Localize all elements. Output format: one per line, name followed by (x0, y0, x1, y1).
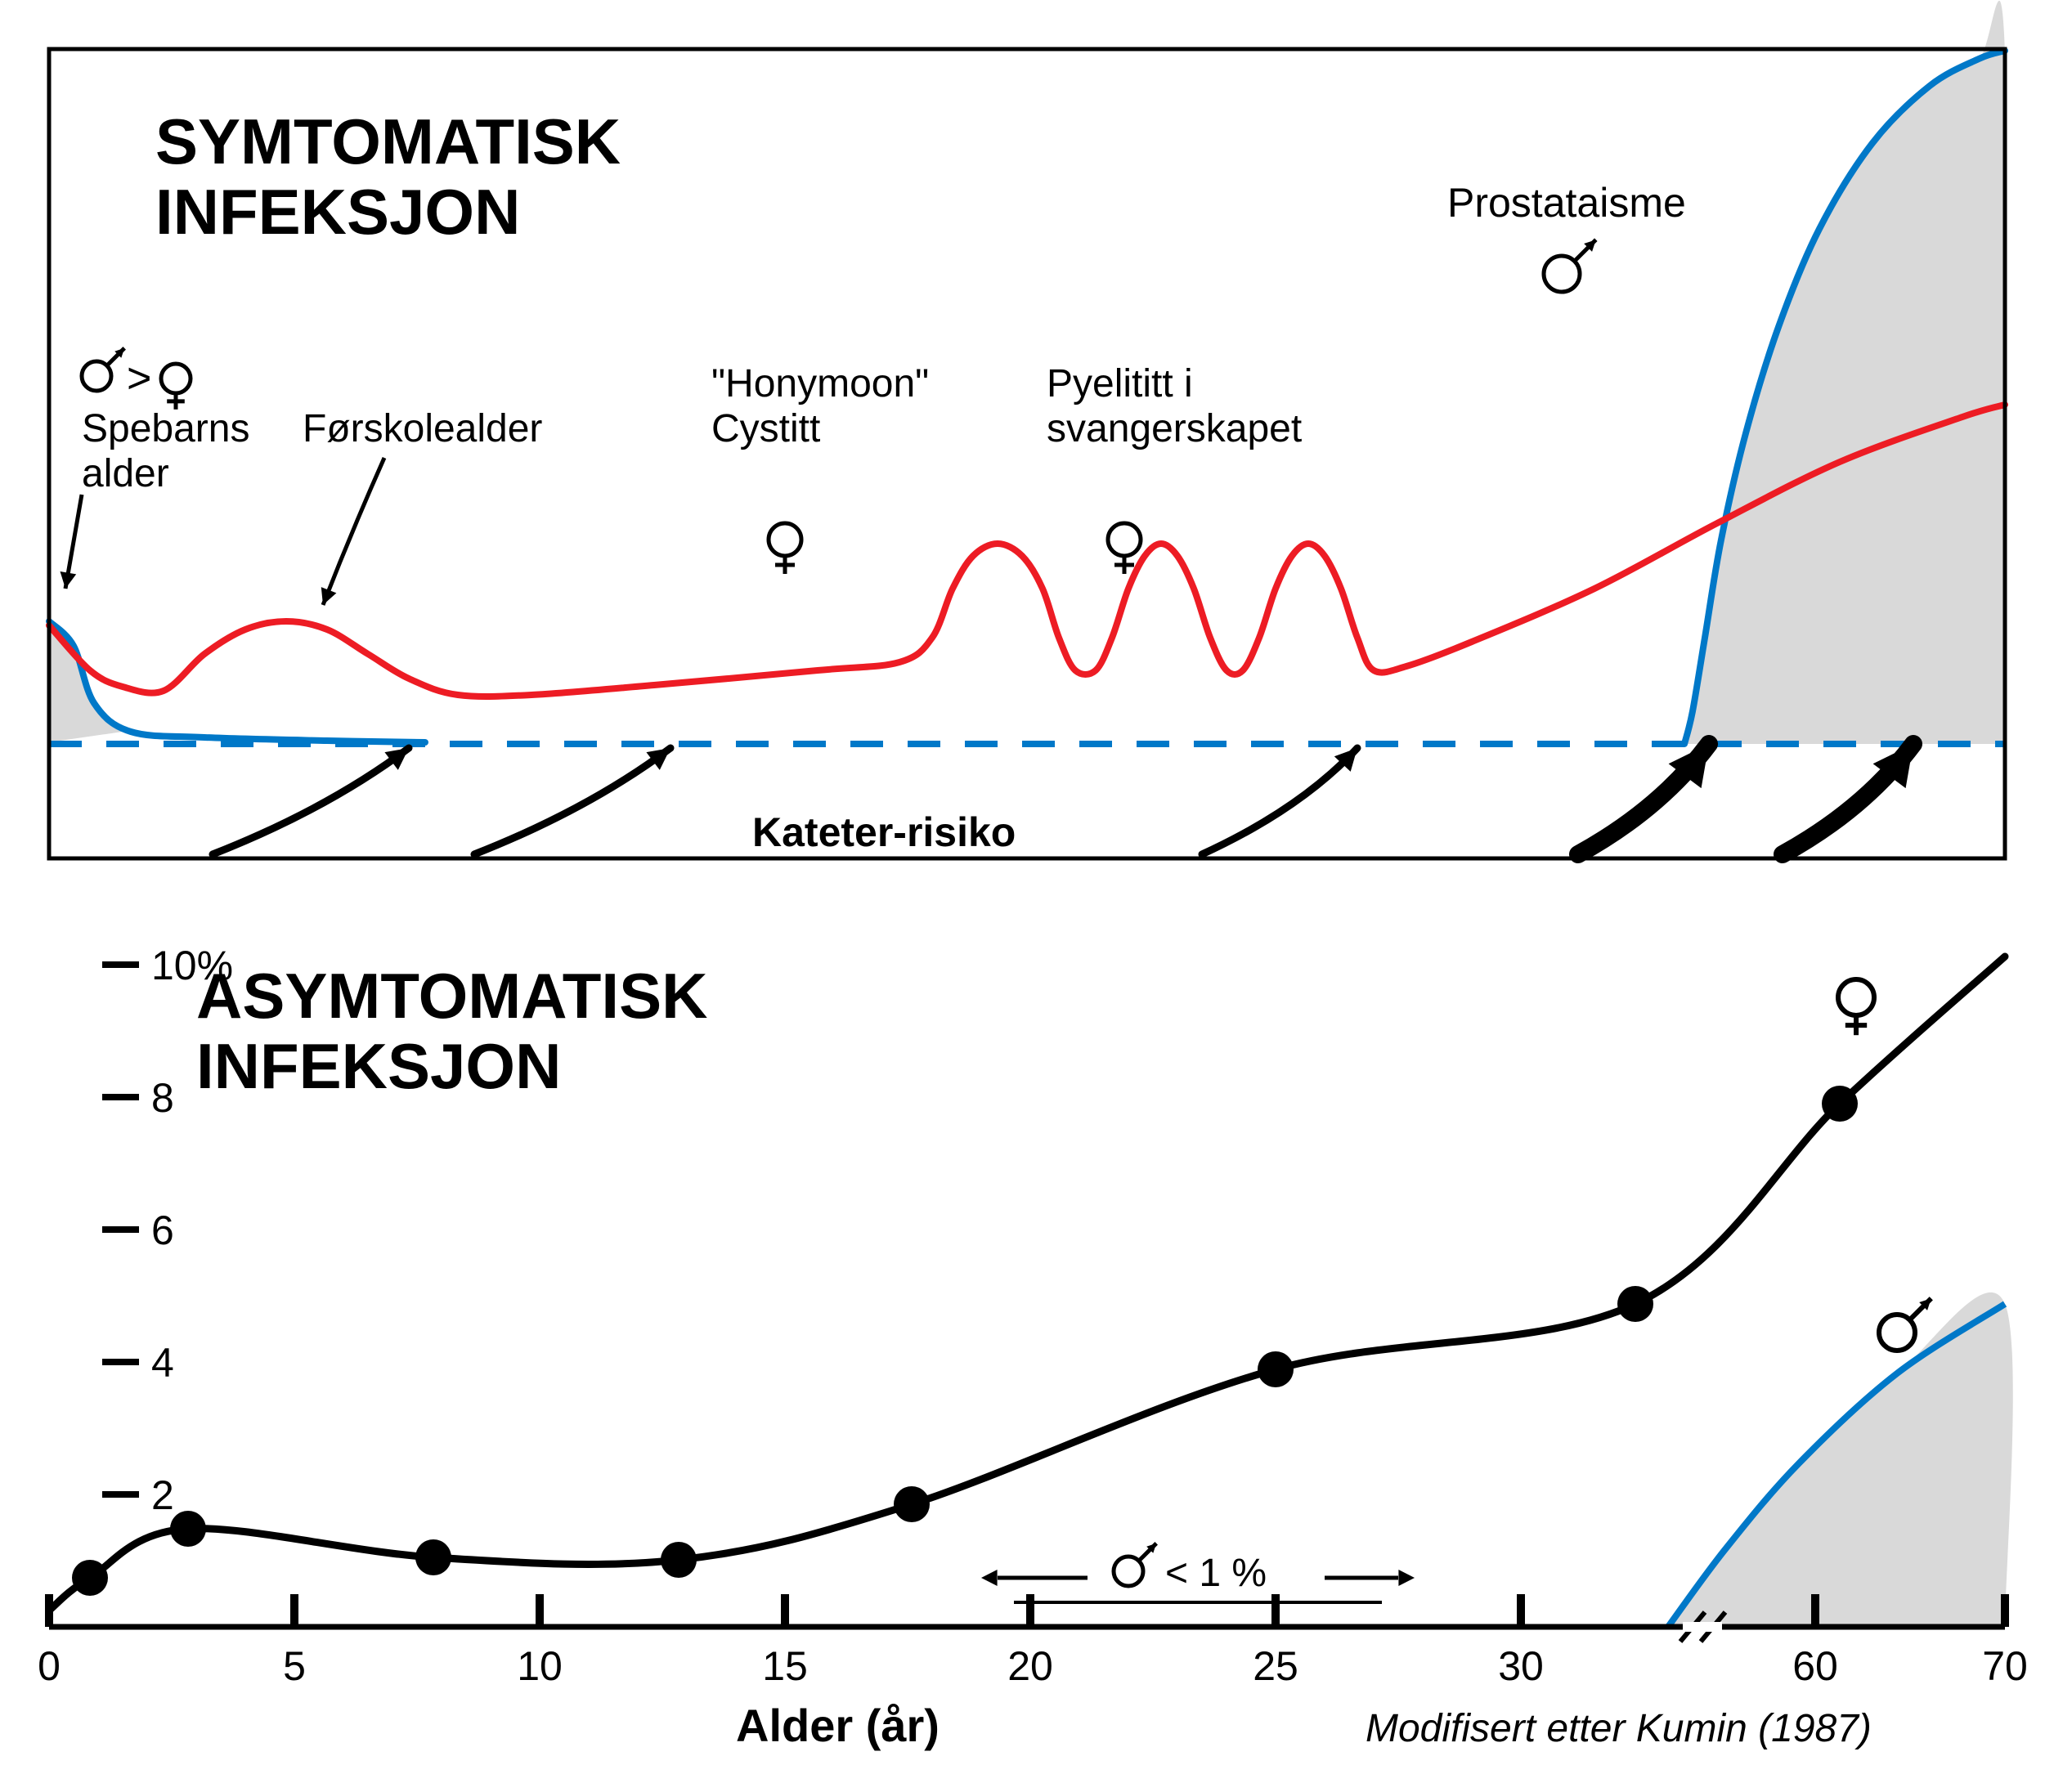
x-tick-label: 10 (517, 1643, 563, 1689)
greater-than-label: > (127, 355, 151, 402)
x-tick-label: 60 (1792, 1643, 1838, 1689)
x-tick-label: 70 (1982, 1643, 2028, 1689)
top-panel-title: SYMTOMATISK (155, 105, 621, 177)
data-point (661, 1542, 697, 1578)
female-symbol-icon (1838, 979, 1874, 1035)
data-point (894, 1486, 930, 1522)
x-tick-label: 15 (762, 1643, 808, 1689)
male-fill-area (1668, 1292, 2013, 1627)
top-panel-title: INFEKSJON (155, 176, 520, 248)
spebarns-label: alder (82, 452, 169, 495)
x-tick-label: 25 (1253, 1643, 1298, 1689)
prostataisme-label: Prostataisme (1447, 180, 1686, 226)
pyelititt-label: svangerskapet (1047, 407, 1302, 450)
x-tick-label: 30 (1498, 1643, 1544, 1689)
pyelititt-label: Pyelititt i (1047, 362, 1193, 405)
kateter-arrow (1202, 748, 1357, 854)
honymoon-label: "Honymoon" (711, 362, 929, 405)
x-tick-label: 20 (1007, 1643, 1053, 1689)
female-symbol-icon (769, 523, 801, 574)
arrow-head-icon (61, 571, 77, 589)
grey-fill-right (1684, 1, 2007, 744)
female-symbol-icon (161, 364, 191, 410)
spebarns-label: Spebarns (82, 407, 249, 450)
x-axis-label: Alder (år) (736, 1700, 940, 1751)
bottom-panel-title: INFEKSJON (196, 1030, 561, 1102)
forskole-label: Førskolealder (303, 407, 542, 450)
data-point (1822, 1086, 1858, 1122)
kateter-arrow (474, 748, 670, 854)
attribution-label: Modifisert etter Kumin (1987) (1366, 1707, 1872, 1750)
y-tick-label: 6 (151, 1207, 174, 1253)
arrow-head-icon (1398, 1570, 1415, 1586)
axis-break-mask (1683, 1622, 1722, 1632)
y-tick-label: 4 (151, 1340, 174, 1386)
data-point (72, 1560, 108, 1596)
data-point (1617, 1286, 1653, 1322)
x-tick-label: 0 (38, 1643, 61, 1689)
y-tick-label: 8 (151, 1075, 174, 1121)
bottom-panel-title: ASYMTOMATISK (196, 960, 707, 1032)
y-tick-label: 2 (151, 1472, 174, 1518)
x-tick-label: 5 (283, 1643, 306, 1689)
honymoon-label: Cystitt (711, 407, 820, 450)
forskole-arrow (323, 458, 384, 605)
data-point (170, 1511, 206, 1547)
arrow-head-icon (981, 1570, 998, 1586)
data-point (415, 1539, 451, 1575)
kateter-arrow (213, 748, 409, 854)
male-lt1-label: < 1 % (1165, 1552, 1267, 1595)
kateter-label: Kateter-risiko (752, 809, 1016, 855)
data-point (1258, 1351, 1294, 1387)
